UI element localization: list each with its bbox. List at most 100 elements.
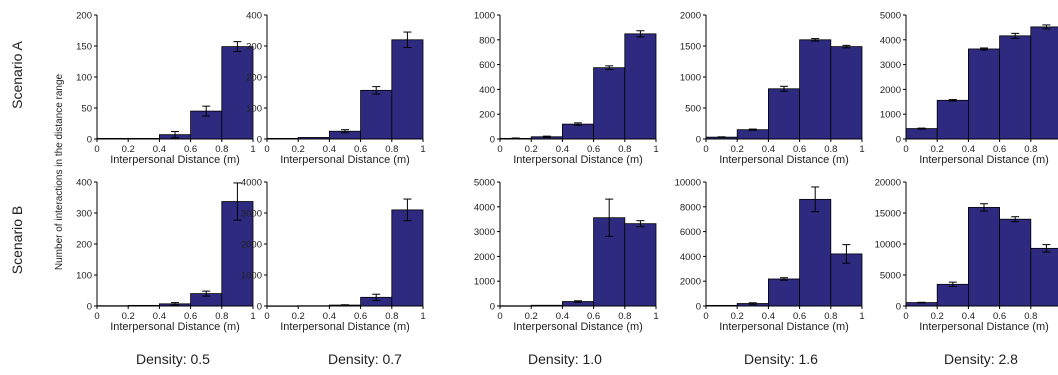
panel-b-07: 0 1000 2000 3000 4000 0 0.2 0.4 0.6 0.8 1 Interpers… xyxy=(241,178,426,334)
y-tick-label: 0 xyxy=(87,135,92,146)
histogram-bar xyxy=(968,207,1001,307)
error-bar xyxy=(842,244,851,264)
x-tick-label: 0 xyxy=(264,144,269,155)
x-tick-label: 0.8 xyxy=(215,144,228,155)
x-tick-label: 0.6 xyxy=(587,311,600,322)
column-label-density-1.6: Density: 1.6 xyxy=(744,351,818,367)
error-bar xyxy=(811,38,820,42)
x-tick-label: 0.2 xyxy=(525,144,538,155)
y-tick-label: 100 xyxy=(76,271,92,282)
error-bar xyxy=(1011,216,1020,223)
error-bar xyxy=(341,129,349,134)
error-bar xyxy=(542,135,551,138)
error-bar xyxy=(403,198,412,222)
y-tick-label: 1000 xyxy=(241,271,262,282)
x-tick-label: 0.6 xyxy=(793,311,806,322)
x-tick-label: 0.8 xyxy=(385,144,398,155)
x-tick-label: 0.8 xyxy=(618,144,631,155)
y-tick-label: 3000 xyxy=(880,60,901,71)
histogram-bar xyxy=(999,35,1032,140)
y-tick-label: 0 xyxy=(696,302,701,313)
y-tick-label: 400 xyxy=(76,178,92,189)
error-bar xyxy=(233,182,242,221)
y-tick-label: 200 xyxy=(479,110,495,121)
histogram-bar xyxy=(736,129,769,140)
x-tick-label: 0.6 xyxy=(354,144,367,155)
histogram-bar xyxy=(968,48,1001,140)
error-bar xyxy=(748,302,757,305)
x-axis-label: Interpersonal Distance (m) xyxy=(919,321,1049,333)
histogram-bar xyxy=(593,67,626,140)
x-tick-label: 0.8 xyxy=(824,311,837,322)
histogram-bar xyxy=(768,278,801,307)
x-tick-label: 0 xyxy=(903,311,908,322)
x-axis-label: Interpersonal Distance (m) xyxy=(110,321,240,333)
panel-a-10: 0 200 400 600 800 1000 0 0.2 0.4 0.6 0.8 1 Interpers… xyxy=(474,11,659,167)
x-tick-label: 0 xyxy=(903,144,908,155)
x-tick-label: 0.4 xyxy=(762,311,775,322)
error-bar xyxy=(233,41,242,53)
x-tick-label: 0.4 xyxy=(556,311,569,322)
histogram-bar xyxy=(1030,26,1058,140)
y-tick-label: 2000 xyxy=(474,252,495,263)
y-tick-label: 15000 xyxy=(875,209,901,220)
error-bar xyxy=(1042,24,1051,30)
y-tick-label: 8000 xyxy=(680,202,701,213)
error-bar xyxy=(811,186,820,213)
x-tick-label: 0.2 xyxy=(731,144,744,155)
error-bar xyxy=(171,302,179,306)
histogram-bar xyxy=(905,128,938,140)
x-tick-label: 0.8 xyxy=(618,311,631,322)
histogram-bar xyxy=(799,39,832,140)
x-axis-label: Interpersonal Distance (m) xyxy=(280,154,410,166)
panel-a-16: 0 500 1000 1500 2000 0 0.2 0.4 0.6 0.8 1 Interperso… xyxy=(680,11,865,167)
y-tick-label: 0 xyxy=(490,135,495,146)
error-bar xyxy=(341,304,349,306)
histogram-bar xyxy=(360,89,393,140)
panel-b-28: 0500010000150002000000.20.40.60.81Interp… xyxy=(875,178,1058,333)
histogram-bar xyxy=(936,283,969,307)
error-bar xyxy=(605,198,614,237)
x-tick-label: 0.4 xyxy=(762,144,775,155)
y-tick-label: 5000 xyxy=(880,11,901,22)
column-label-density-0.7: Density: 0.7 xyxy=(328,351,402,367)
histogram-bar xyxy=(624,223,657,307)
error-bar xyxy=(605,65,614,71)
panel-b-10: 0 1000 2000 3000 4000 5000 0 0.2 0.4 0.6 0.8 1 Inter… xyxy=(474,178,659,334)
y-tick-label: 0 xyxy=(896,135,901,146)
error-bar xyxy=(403,31,412,49)
y-tick-label: 500 xyxy=(685,104,701,115)
x-axis-label: Interpersonal Distance (m) xyxy=(919,154,1049,166)
y-tick-label: 200 xyxy=(246,73,262,84)
x-tick-label: 1 xyxy=(250,311,255,322)
error-bar xyxy=(202,290,211,297)
y-tick-label: 0 xyxy=(696,135,701,146)
x-tick-label: 0.4 xyxy=(153,311,166,322)
x-axis-label: Interpersonal Distance (m) xyxy=(513,321,643,333)
y-tick-label: 300 xyxy=(76,209,92,220)
x-tick-label: 0 xyxy=(264,311,269,322)
y-tick-label: 2000 xyxy=(680,277,701,288)
y-tick-label: 0 xyxy=(257,302,262,313)
x-tick-label: 1 xyxy=(653,311,658,322)
x-tick-label: 0.2 xyxy=(731,311,744,322)
x-axis-label: Interpersonal Distance (m) xyxy=(719,321,849,333)
x-tick-label: 0.2 xyxy=(931,144,944,155)
x-tick-label: 0.6 xyxy=(793,144,806,155)
x-tick-label: 0.2 xyxy=(292,144,305,155)
y-tick-label: 400 xyxy=(246,11,262,22)
error-bar xyxy=(980,47,988,51)
error-bar xyxy=(1011,32,1020,39)
y-tick-label: 2000 xyxy=(680,11,701,22)
y-tick-label: 3000 xyxy=(474,227,495,238)
histogram-bar xyxy=(768,88,801,140)
error-bar xyxy=(1042,244,1051,253)
x-tick-label: 0.2 xyxy=(122,144,135,155)
column-label-density-0.5: Density: 0.5 xyxy=(136,351,210,367)
histogram-bar xyxy=(799,198,832,307)
x-tick-label: 0.4 xyxy=(323,144,336,155)
x-tick-label: 0.4 xyxy=(962,311,975,322)
y-tick-label: 800 xyxy=(479,35,495,46)
x-tick-label: 0.6 xyxy=(354,311,367,322)
y-tick-label: 3000 xyxy=(241,209,262,220)
